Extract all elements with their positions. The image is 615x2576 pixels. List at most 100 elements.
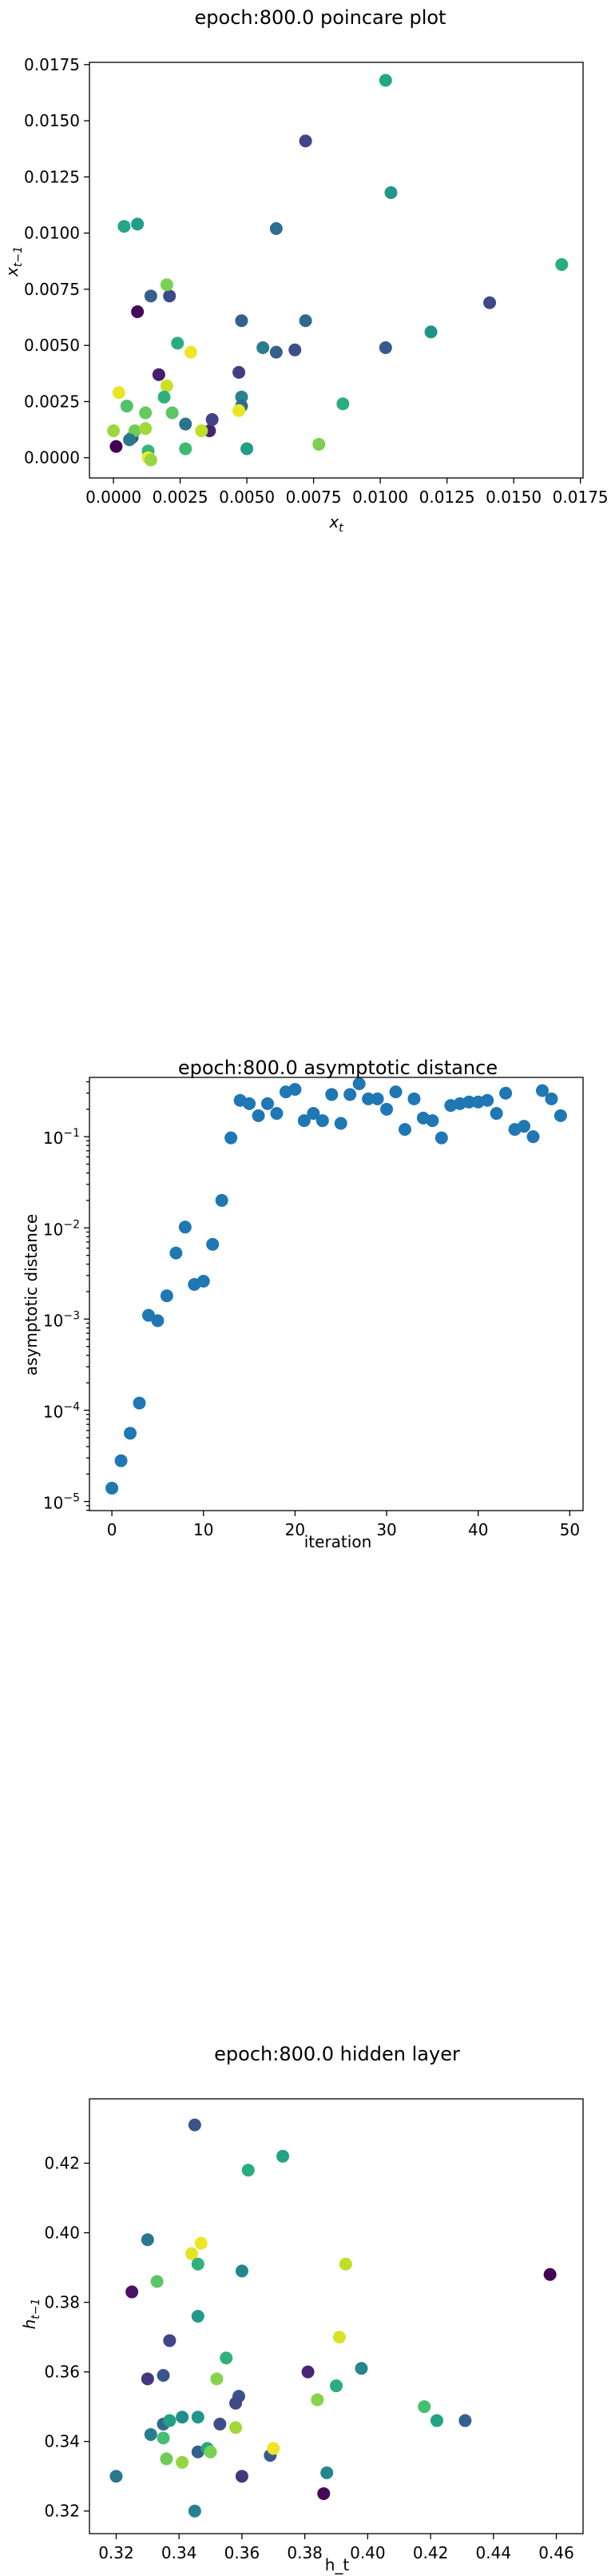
- data-point: [379, 74, 392, 87]
- data-point: [379, 340, 392, 354]
- data-point: [139, 422, 153, 436]
- x-tick-label: 0.36: [224, 2543, 260, 2562]
- data-point: [288, 343, 302, 356]
- x-tick-label: 0.0100: [352, 488, 408, 507]
- x-tick-label: 0.0000: [85, 488, 141, 507]
- x-axis-label: xt: [328, 512, 343, 535]
- data-point: [191, 2310, 204, 2323]
- data-point: [339, 2257, 352, 2271]
- x-axis-label: iteration: [304, 1532, 372, 1551]
- data-point: [235, 390, 248, 404]
- y-tick-label: 10−5: [43, 1492, 80, 1513]
- data-point: [301, 2365, 315, 2379]
- data-point: [152, 368, 165, 381]
- data-point: [179, 417, 192, 431]
- data-point: [269, 345, 283, 359]
- data-point: [157, 2431, 170, 2445]
- data-point: [243, 1097, 256, 1110]
- data-point: [215, 1193, 228, 1207]
- data-point: [241, 2164, 255, 2177]
- data-point: [184, 345, 197, 359]
- plot-frame: [89, 1077, 584, 1511]
- data-point: [317, 2486, 331, 2500]
- y-tick-label: 0.40: [44, 2224, 80, 2243]
- data-point: [117, 220, 131, 233]
- data-point: [362, 1092, 375, 1105]
- x-tick-label: 0.34: [161, 2543, 197, 2562]
- data-point: [179, 442, 192, 456]
- data-point: [235, 2470, 248, 2483]
- data-point: [229, 2421, 243, 2435]
- data-point: [267, 2442, 280, 2455]
- data-point: [224, 1131, 238, 1145]
- data-point: [178, 1220, 192, 1234]
- data-point: [332, 2331, 346, 2344]
- data-point: [256, 340, 270, 354]
- data-point: [311, 2393, 324, 2407]
- data-point: [334, 1117, 347, 1130]
- y-axis-label: ht−1: [20, 2299, 42, 2330]
- data-point: [220, 2351, 233, 2365]
- data-point: [269, 222, 283, 235]
- data-point: [418, 2400, 431, 2414]
- data-point: [458, 2414, 472, 2427]
- data-point: [141, 2372, 154, 2386]
- data-point: [107, 424, 121, 437]
- y-axis-label: asymptotic distance: [22, 1214, 41, 1376]
- data-point: [240, 442, 254, 456]
- plot-area: 0 10 20 30 40 50 10−5 10−4 10−3 10−2 10−1: [43, 1077, 584, 1539]
- x-tick-label: 0.0025: [153, 488, 208, 507]
- y-tick-label: 0.0050: [24, 336, 80, 355]
- data-point: [315, 1114, 329, 1128]
- data-point: [112, 386, 125, 400]
- y-tick-label: 0.42: [44, 2154, 80, 2173]
- data-point: [325, 1088, 339, 1101]
- x-tick-label: 0.40: [350, 2543, 386, 2562]
- y-tick-label: 0.0100: [24, 224, 80, 243]
- data-point: [543, 2267, 557, 2281]
- x-tick-label: 10: [193, 1520, 213, 1539]
- data-point: [355, 2362, 368, 2375]
- data-point: [297, 1114, 311, 1128]
- data-point: [151, 1314, 165, 1328]
- data-point: [165, 406, 179, 420]
- data-point: [276, 2149, 290, 2163]
- data-point: [555, 257, 569, 271]
- data-point: [204, 2445, 217, 2459]
- data-point: [105, 1481, 119, 1495]
- plot-frame: [89, 2098, 584, 2534]
- x-tick-label: 0.0150: [486, 488, 542, 507]
- data-point: [109, 2470, 123, 2483]
- data-point: [157, 2368, 170, 2382]
- data-point: [389, 1085, 403, 1099]
- data-point: [462, 1095, 476, 1109]
- data-point: [307, 1107, 320, 1121]
- data-point: [232, 365, 246, 379]
- data-point: [229, 2396, 243, 2410]
- data-point: [176, 2455, 189, 2469]
- chart-title: epoch:800.0 poincare plot: [195, 6, 446, 29]
- data-point: [206, 1237, 220, 1251]
- chart-title: epoch:800.0 hidden layer: [214, 2043, 460, 2065]
- data-point: [424, 325, 438, 339]
- x-tick-label: 0.44: [476, 2543, 512, 2562]
- data-point: [398, 1123, 411, 1137]
- data-point: [160, 1289, 173, 1303]
- y-tick-label: 0.0125: [24, 167, 80, 186]
- data-point: [490, 1107, 503, 1121]
- x-tick-label: 0.46: [538, 2543, 574, 2562]
- y-tick-label: 0.34: [44, 2432, 80, 2451]
- hidden-layer-plot: epoch:800.0 hidden layer 0.32 0.34 0.36 0.3…: [20, 2043, 584, 2574]
- x-tick-label: 0: [107, 1520, 117, 1539]
- x-tick-label: 0.42: [413, 2543, 449, 2562]
- x-tick-label: 0.38: [287, 2543, 323, 2562]
- data-point: [499, 1086, 513, 1100]
- y-axis-label: xt−1: [2, 246, 25, 277]
- data-point: [434, 1131, 448, 1145]
- data-point: [299, 134, 312, 148]
- data-point: [235, 2264, 248, 2278]
- data-point: [163, 2334, 177, 2347]
- data-point: [171, 336, 184, 350]
- data-point: [330, 2379, 343, 2393]
- data-point: [184, 2247, 198, 2260]
